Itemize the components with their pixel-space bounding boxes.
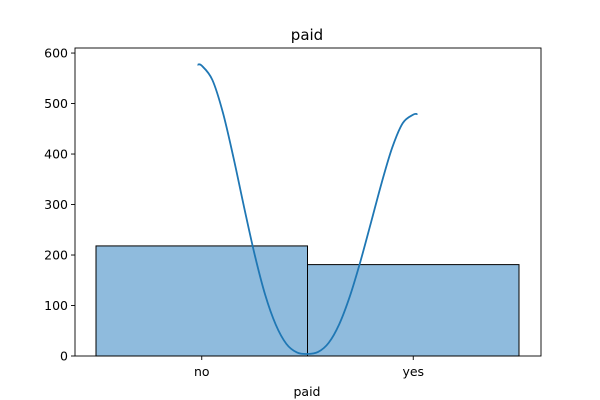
plot-frame (74, 47, 542, 357)
y-tick-label: 600 (44, 46, 68, 61)
bar-yes (307, 264, 520, 357)
x-tick-label-yes: yes (402, 364, 424, 379)
x-axis: no yes (194, 356, 424, 379)
bar-no (95, 245, 308, 357)
y-tick-label: 400 (44, 147, 68, 162)
y-tick-label: 100 (44, 298, 68, 313)
x-axis-label: paid (293, 384, 320, 399)
chart-title: paid (291, 26, 323, 44)
y-tick-label: 500 (44, 96, 68, 111)
y-tick-label: 200 (44, 248, 68, 263)
y-axis: 0 100 200 300 400 500 600 (44, 46, 75, 364)
x-tick-label-no: no (194, 364, 210, 379)
y-tick-label: 300 (44, 197, 68, 212)
bars (95, 245, 520, 357)
y-tick-label: 0 (60, 349, 68, 364)
kde-line (197, 63, 418, 355)
